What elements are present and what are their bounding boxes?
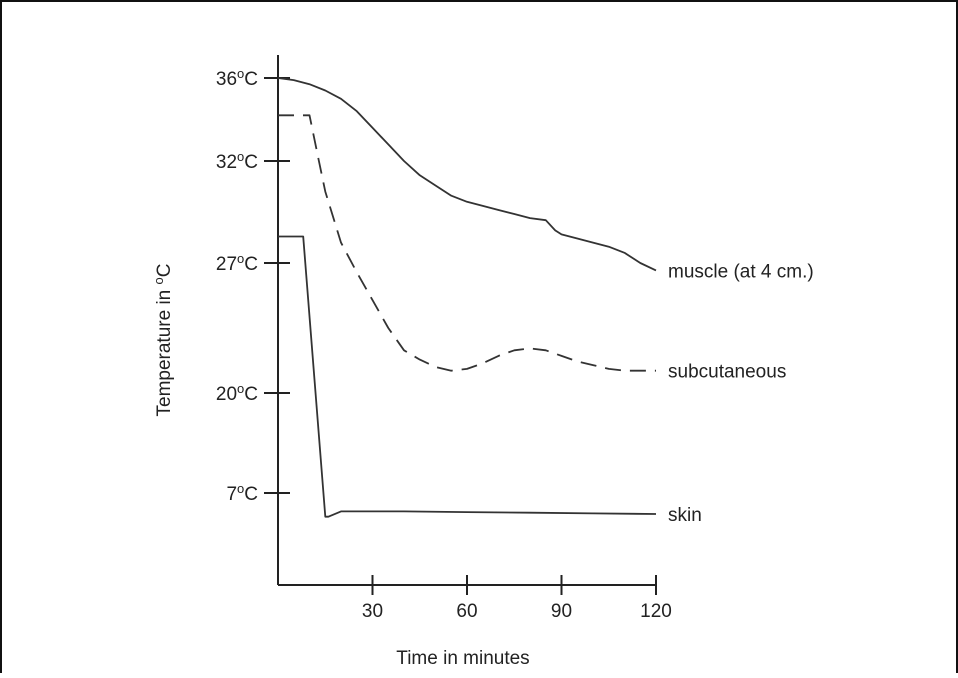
series-labels: muscle (at 4 cm.) subcutaneous skin (668, 261, 814, 526)
y-tick-label: 20oC (216, 381, 258, 405)
x-tick-label: 90 (551, 601, 572, 622)
skin-label: skin (668, 505, 702, 526)
y-tick-label: 27oC (216, 251, 258, 275)
y-axis-title-text: Temperature in (154, 284, 175, 416)
y-tick-label: 32oC (216, 149, 258, 173)
muscle-label: muscle (at 4 cm.) (668, 261, 814, 282)
x-axis-title: Time in minutes (396, 648, 529, 669)
subcutaneous-line (278, 114, 656, 372)
x-tick-label: 30 (362, 601, 383, 622)
skin-line (278, 235, 657, 518)
muscle-line (277, 77, 657, 272)
y-tick-label: 7oC (226, 481, 258, 505)
series-lines (277, 77, 657, 518)
y-axis-title-degree: o (151, 277, 166, 284)
subcutaneous-label: subcutaneous (668, 362, 786, 383)
x-tick-label: 60 (456, 601, 477, 622)
x-tick-label: 120 (640, 601, 672, 622)
y-axis-title: Temperature in oC (151, 264, 175, 417)
x-axis-ticks: 30 60 90 120 (362, 575, 672, 622)
y-tick-label: 36oC (216, 66, 258, 90)
y-axis-title-unit: C (154, 264, 175, 278)
y-axis-ticks: 36oC 32oC 27oC 20oC 7oC (216, 66, 290, 505)
